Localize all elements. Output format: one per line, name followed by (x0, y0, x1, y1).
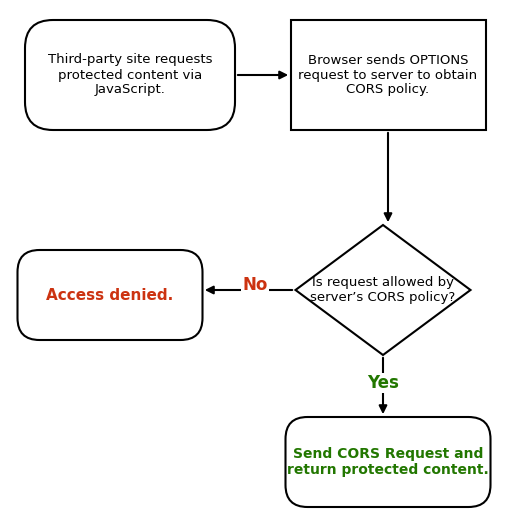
Text: Access denied.: Access denied. (46, 287, 173, 303)
FancyBboxPatch shape (286, 417, 491, 507)
Text: Yes: Yes (367, 374, 399, 392)
FancyBboxPatch shape (17, 250, 202, 340)
Text: Send CORS Request and
return protected content.: Send CORS Request and return protected c… (287, 447, 489, 477)
Polygon shape (296, 225, 471, 355)
Text: Browser sends OPTIONS
request to server to obtain
CORS policy.: Browser sends OPTIONS request to server … (298, 53, 477, 97)
Text: Is request allowed by
server’s CORS policy?: Is request allowed by server’s CORS poli… (310, 276, 456, 304)
FancyBboxPatch shape (290, 20, 485, 130)
FancyBboxPatch shape (25, 20, 235, 130)
Text: Third-party site requests
protected content via
JavaScript.: Third-party site requests protected cont… (48, 53, 212, 97)
Text: No: No (242, 276, 268, 294)
